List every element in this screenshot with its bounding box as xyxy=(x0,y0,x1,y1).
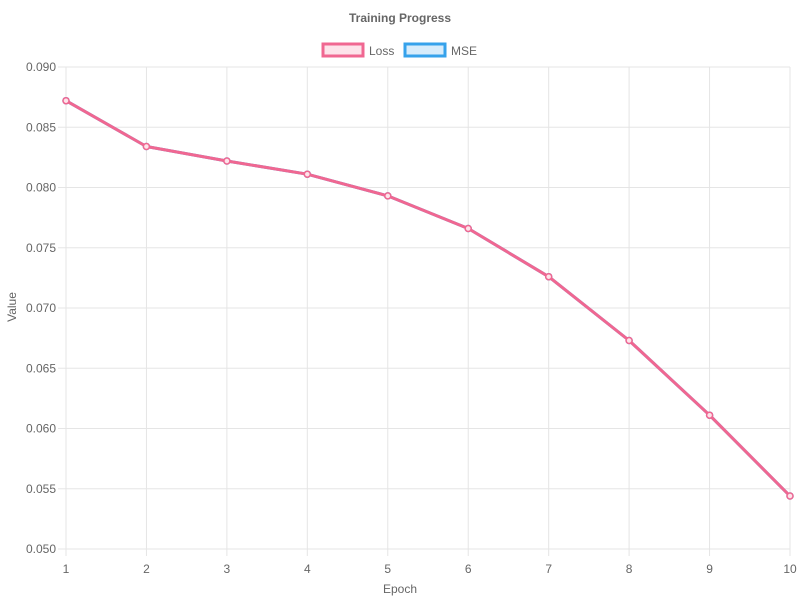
legend-item-mse[interactable]: MSE xyxy=(403,42,477,58)
legend-label-loss: Loss xyxy=(369,44,394,58)
series-line-mse xyxy=(65,99,792,498)
y-tick-label: 0.085 xyxy=(26,120,56,134)
series-loss xyxy=(62,96,794,500)
y-axis-title: Value xyxy=(5,292,19,322)
x-tick-label: 1 xyxy=(63,562,70,576)
legend-label-mse: MSE xyxy=(451,44,477,58)
data-point-loss[interactable] xyxy=(384,192,392,200)
x-tick-label: 4 xyxy=(304,562,311,576)
series-line-loss xyxy=(65,99,792,498)
data-point-loss[interactable] xyxy=(62,96,70,105)
y-tick-label: 0.090 xyxy=(26,60,56,74)
x-tick-label: 10 xyxy=(783,562,797,576)
y-tick-label: 0.050 xyxy=(26,542,56,556)
legend-swatch-loss xyxy=(321,42,365,58)
x-tick-label: 5 xyxy=(384,562,391,576)
data-point-loss[interactable] xyxy=(544,272,553,281)
series-mse xyxy=(62,96,794,500)
y-tick-label: 0.070 xyxy=(26,301,56,315)
x-tick-label: 3 xyxy=(224,562,231,576)
legend-swatch-mse xyxy=(403,42,447,58)
series-layer xyxy=(62,96,794,500)
y-tick-label: 0.080 xyxy=(26,181,56,195)
data-point-loss[interactable] xyxy=(625,336,633,345)
chart-title: Training Progress xyxy=(349,11,451,25)
x-tick-label: 9 xyxy=(706,562,713,576)
y-axis-ticks: 0.050 0.055 0.060 0.065 0.070 0.075 0.080 0.085… xyxy=(26,60,56,556)
legend-item-loss[interactable]: Loss xyxy=(321,42,394,58)
data-point-loss[interactable] xyxy=(464,224,472,233)
x-axis-title: Epoch xyxy=(383,582,417,596)
x-axis-ticks: 1 2 3 4 5 6 7 8 9 10 xyxy=(63,562,797,576)
x-tick-label: 2 xyxy=(143,562,150,576)
data-point-loss[interactable] xyxy=(142,142,151,151)
legend: Loss MSE xyxy=(321,42,477,58)
y-tick-label: 0.065 xyxy=(26,361,56,375)
x-tick-label: 6 xyxy=(465,562,472,576)
data-point-loss[interactable] xyxy=(786,492,794,500)
grid-lines xyxy=(58,66,791,556)
x-tick-label: 8 xyxy=(626,562,633,576)
y-tick-label: 0.060 xyxy=(26,422,56,436)
data-point-loss[interactable] xyxy=(223,157,231,165)
y-tick-label: 0.055 xyxy=(26,482,56,496)
data-point-loss[interactable] xyxy=(303,170,312,178)
y-tick-label: 0.075 xyxy=(26,241,56,255)
x-tick-label: 7 xyxy=(545,562,552,576)
data-point-loss[interactable] xyxy=(705,411,714,419)
